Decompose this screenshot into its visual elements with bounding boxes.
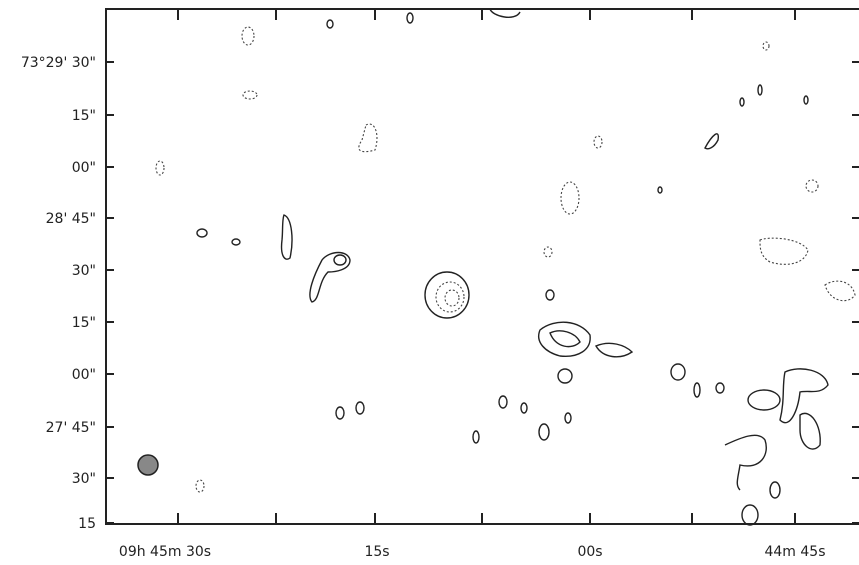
x-tick-label: 09h 45m 30s bbox=[119, 544, 211, 560]
sky-map: 73°29' 30" 15" 00" 28' 45" 30" 15" 00" 27' 45" 3… bbox=[0, 0, 859, 565]
labels: 73°29' 30" 15" 00" 28' 45" 30" 15" 00" 27' 45" 3… bbox=[21, 55, 826, 560]
y-tick-label: 15" bbox=[72, 108, 96, 124]
y-tick-label: 30" bbox=[72, 263, 96, 279]
y-tick-label: 73°29' 30" bbox=[21, 55, 96, 71]
y-tick-label: 00" bbox=[72, 160, 96, 176]
x-tick-label: 15s bbox=[364, 544, 389, 560]
y-tick-label: 28' 45" bbox=[46, 211, 96, 227]
y-tick-label: 00" bbox=[72, 367, 96, 383]
y-tick-label: 27' 45" bbox=[46, 420, 96, 436]
ticks bbox=[106, 9, 859, 524]
y-tick-label: 30" bbox=[72, 471, 96, 487]
y-tick-label: 15" bbox=[72, 315, 96, 331]
y-tick-label: 15 bbox=[78, 516, 96, 532]
frame bbox=[106, 9, 859, 524]
x-tick-label: 00s bbox=[577, 544, 602, 560]
x-tick-label: 44m 45s bbox=[764, 544, 825, 560]
contours bbox=[138, 9, 855, 525]
